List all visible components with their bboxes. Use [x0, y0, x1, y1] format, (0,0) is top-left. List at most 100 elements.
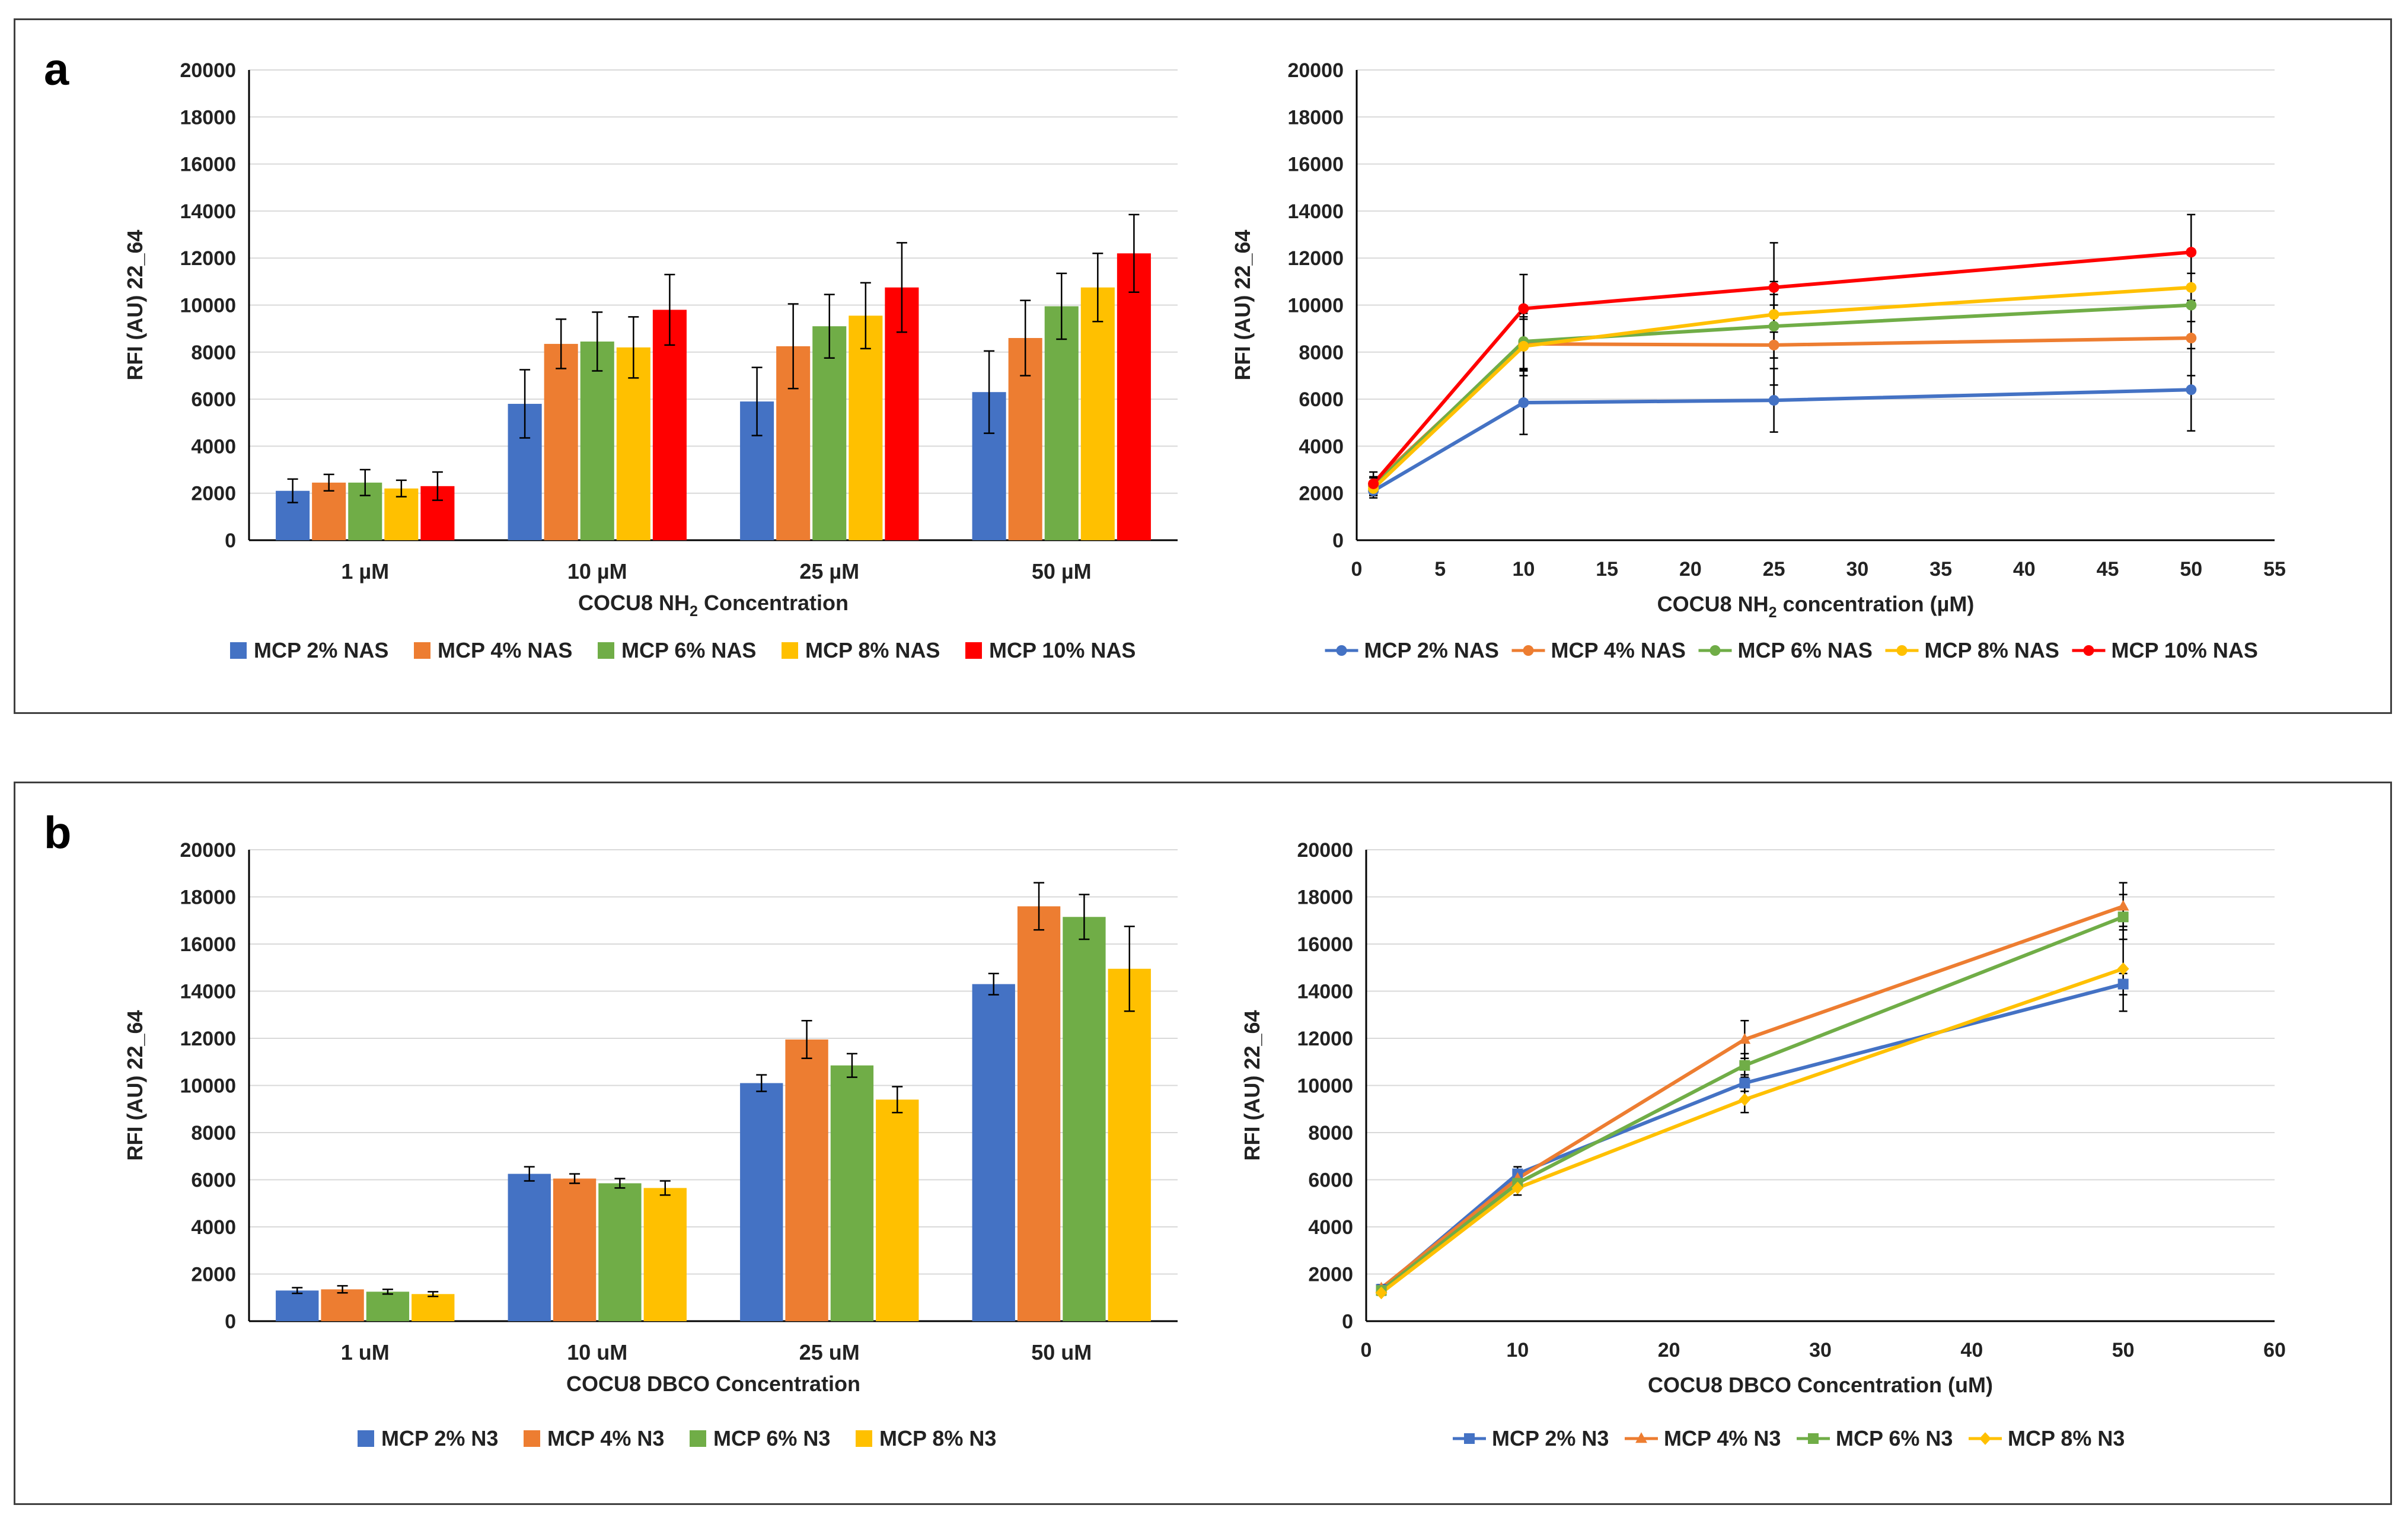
x-category-label: 50 uM — [1031, 1340, 1092, 1364]
y-tick-label: 14000 — [180, 981, 236, 1003]
y-tick-label: 6000 — [191, 1169, 236, 1192]
x-axis-title-main: COCU8 DBCO Concentration (uM) — [1648, 1373, 1993, 1397]
y-tick-label: 12000 — [1297, 1028, 1353, 1050]
y-tick-label: 10000 — [1287, 295, 1344, 317]
x-tick-label: 0 — [1351, 558, 1363, 581]
legend-item: MCP 6% NAS — [598, 638, 756, 662]
x-axis-title: COCU8 DBCO Concentration (uM) — [1648, 1373, 1993, 1397]
bar-chart: 0 2000 4000 6000 8000 10000 12000 14000 16000 180… — [123, 839, 1178, 1450]
data-marker-circle — [1336, 645, 1347, 656]
legend-label: MCP 6% N3 — [1836, 1426, 1953, 1450]
data-marker-triangle — [2117, 900, 2129, 911]
bar — [321, 1289, 364, 1321]
y-tick-label: 12000 — [1287, 247, 1344, 270]
legend-label: MCP 2% N3 — [381, 1426, 498, 1450]
y-tick-label: 18000 — [1297, 887, 1353, 909]
bar — [616, 347, 650, 540]
x-tick-label: 50 — [2180, 558, 2202, 581]
bar — [849, 315, 883, 540]
legend-label: MCP 4% NAS — [438, 638, 572, 662]
y-tick-label: 8000 — [1308, 1122, 1353, 1144]
bar — [1108, 968, 1151, 1321]
legend-swatch — [690, 1430, 706, 1447]
data-marker-square — [1739, 1060, 1750, 1071]
bar — [812, 326, 847, 540]
legend-label: MCP 4% NAS — [1551, 638, 1686, 662]
legend-item: MCP 10% NAS — [2072, 638, 2258, 662]
data-marker-square — [1739, 1077, 1750, 1089]
legend-swatch — [782, 642, 798, 659]
y-tick-label: 14000 — [180, 200, 236, 223]
legend-item: MCP 6% NAS — [1698, 638, 1873, 662]
bar — [876, 1099, 919, 1321]
legend-label: MCP 10% NAS — [989, 638, 1136, 662]
data-marker-circle — [1518, 397, 1529, 409]
y-tick-label: 20000 — [180, 59, 236, 82]
y-tick-label: 14000 — [1287, 200, 1344, 223]
x-axis-title-main: COCU8 DBCO Concentration — [566, 1372, 860, 1396]
legend-swatch — [358, 1430, 374, 1447]
y-tick-label: 8000 — [191, 1122, 236, 1144]
y-tick-label: 20000 — [180, 839, 236, 862]
bar — [1044, 306, 1079, 540]
bar — [553, 1178, 597, 1321]
legend-item: MCP 4% N3 — [524, 1426, 664, 1450]
bar — [652, 310, 687, 540]
x-tick-label: 20 — [1658, 1339, 1680, 1361]
x-tick-label: 55 — [2263, 558, 2286, 581]
legend-label: MCP 8% NAS — [1925, 638, 2059, 662]
x-tick-label: 45 — [2097, 558, 2119, 581]
y-tick-label: 2000 — [191, 1264, 236, 1286]
y-tick-label: 4000 — [191, 1216, 236, 1239]
data-marker-circle — [1768, 395, 1779, 406]
legend-label: MCP 4% N3 — [547, 1426, 664, 1450]
y-axis-title: RFI (AU) 22_64 — [123, 1010, 147, 1160]
x-category-label: 25 µM — [799, 559, 859, 583]
panel-a: a 0 2000 4000 6000 8000 10000 12000 14000 16000 1… — [14, 18, 2392, 714]
data-marker-circle — [2083, 645, 2094, 656]
y-tick-label: 18000 — [180, 887, 236, 909]
legend-swatch — [524, 1430, 540, 1447]
data-marker-triangle — [1635, 1432, 1647, 1443]
x-tick-label: 30 — [1846, 558, 1868, 581]
x-category-label: 25 uM — [799, 1340, 860, 1364]
line-chart: 0 2000 4000 6000 8000 10000 12000 14000 16000 180… — [1240, 839, 2286, 1450]
x-axis-title-tail: Concentration — [698, 591, 849, 615]
x-axis-title: COCU8 DBCO Concentration — [566, 1372, 860, 1396]
bar — [276, 1290, 319, 1321]
legend-label: MCP 8% NAS — [805, 638, 940, 662]
bar — [508, 1174, 551, 1321]
bar — [1017, 906, 1061, 1321]
x-tick-label: 10 — [1513, 558, 1535, 581]
x-axis-title-subscript: 2 — [1769, 604, 1777, 621]
legend-item: MCP 4% NAS — [414, 638, 572, 662]
legend-item: MCP 2% NAS — [1325, 638, 1499, 662]
x-axis-title-main: COCU8 NH — [1657, 592, 1769, 616]
legend-swatch — [414, 642, 430, 659]
panel-b-charts: 0200040006000800010000120001400016000180… — [123, 839, 2286, 1450]
bar-chart: 0 2000 4000 6000 8000 10000 12000 14000 16000 180… — [123, 59, 1178, 662]
x-category-label: 10 uM — [567, 1340, 627, 1364]
x-tick-label: 60 — [2263, 1339, 2286, 1361]
legend-item: MCP 4% NAS — [1511, 638, 1686, 662]
bar — [740, 1083, 783, 1321]
bar — [1117, 253, 1151, 540]
data-marker-circle — [1768, 321, 1779, 332]
y-tick-label: 4000 — [1308, 1216, 1353, 1239]
legend-item: MCP 6% N3 — [1797, 1426, 1953, 1450]
y-tick-label: 12000 — [180, 247, 236, 270]
y-tick-label: 4000 — [191, 435, 236, 458]
data-marker-diamond — [1511, 1181, 1524, 1195]
y-tick-label: 10000 — [1297, 1075, 1353, 1098]
legend-label: MCP 8% N3 — [2008, 1426, 2125, 1450]
legend-label: MCP 6% NAS — [1738, 638, 1873, 662]
legend-label: MCP 2% NAS — [254, 638, 388, 662]
legend-item: MCP 6% N3 — [690, 1426, 830, 1450]
y-tick-label: 16000 — [1287, 154, 1344, 176]
y-tick-label: 2000 — [1299, 483, 1344, 505]
legend-label: MCP 6% N3 — [713, 1426, 830, 1450]
data-marker-circle — [1368, 478, 1379, 489]
x-axis-title-subscript: 2 — [690, 603, 698, 620]
y-tick-label: 18000 — [180, 106, 236, 129]
bar — [312, 482, 346, 540]
